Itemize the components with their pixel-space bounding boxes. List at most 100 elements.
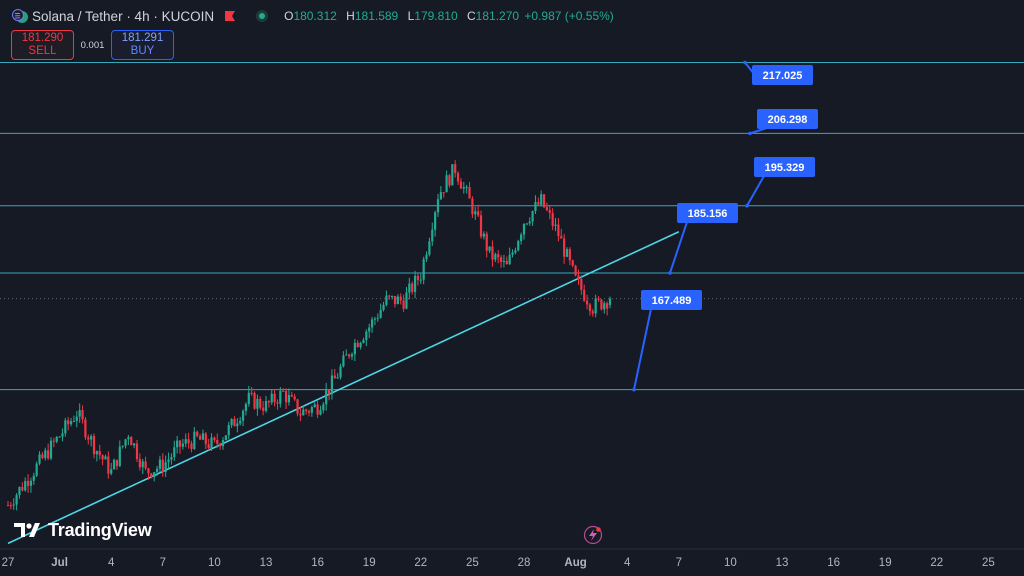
candle-body bbox=[193, 431, 196, 449]
candle-body bbox=[244, 403, 248, 411]
candle-body bbox=[187, 439, 190, 444]
candle-body bbox=[178, 440, 182, 447]
candle-body bbox=[540, 194, 543, 205]
candle-body bbox=[439, 192, 442, 200]
trade-panel: 181.290 SELL 0.001 181.291 BUY bbox=[11, 30, 174, 60]
candle-body bbox=[24, 480, 27, 491]
candle-body bbox=[124, 439, 127, 446]
candle-body bbox=[181, 443, 184, 447]
price-callout-label: 206.298 bbox=[768, 114, 808, 126]
candle-body bbox=[15, 495, 18, 505]
candle-body bbox=[201, 433, 205, 440]
candle-body bbox=[72, 421, 76, 423]
candle-body bbox=[81, 410, 84, 420]
candle-body bbox=[264, 401, 268, 411]
candle-body bbox=[585, 300, 589, 305]
price-callout[interactable]: 167.489 bbox=[632, 290, 702, 392]
x-tick-label: 4 bbox=[108, 557, 115, 569]
candle-body bbox=[525, 223, 528, 225]
x-tick-label: 28 bbox=[518, 557, 531, 569]
candle-body bbox=[198, 436, 202, 440]
candle-body bbox=[213, 437, 216, 440]
candle-body bbox=[319, 410, 322, 415]
price-callout-label: 217.025 bbox=[763, 70, 803, 82]
candle-body bbox=[121, 445, 124, 447]
candle-body bbox=[580, 279, 583, 290]
flag-icon[interactable] bbox=[224, 10, 236, 22]
candle-body bbox=[236, 423, 239, 427]
candle-body bbox=[138, 458, 141, 468]
candle-body bbox=[434, 212, 437, 230]
change-value: +0.987 (+0.55%) bbox=[524, 9, 614, 23]
candle-body bbox=[207, 444, 210, 449]
price-callout[interactable]: 185.156 bbox=[668, 203, 738, 275]
candle-body bbox=[161, 459, 164, 472]
candle-body bbox=[305, 409, 308, 412]
candle-body bbox=[262, 407, 265, 411]
candle-body bbox=[333, 375, 336, 379]
candle-body bbox=[368, 327, 371, 332]
price-callout[interactable]: 206.298 bbox=[748, 109, 818, 136]
buy-button[interactable]: 181.291 BUY bbox=[111, 30, 174, 60]
candle-body bbox=[282, 390, 285, 392]
candle-body bbox=[284, 390, 288, 403]
sell-button[interactable]: 181.290 SELL bbox=[11, 30, 74, 60]
candle-body bbox=[61, 433, 64, 437]
candle-body bbox=[327, 389, 331, 395]
candle-body bbox=[276, 402, 279, 404]
candle-body bbox=[44, 450, 47, 459]
candle-body bbox=[67, 420, 70, 425]
x-tick-label: 10 bbox=[724, 557, 737, 569]
candle-body bbox=[144, 461, 147, 469]
x-tick-label: 25 bbox=[466, 557, 479, 569]
candle-body bbox=[411, 283, 414, 292]
candle-body bbox=[101, 455, 104, 460]
lightning-icon[interactable] bbox=[583, 525, 603, 545]
candle-body bbox=[112, 459, 116, 470]
symbol-title[interactable]: Solana / Tether · 4h · KUCOIN bbox=[32, 8, 215, 24]
candle-body bbox=[537, 202, 540, 205]
candle-body bbox=[362, 340, 365, 343]
candle-body bbox=[379, 309, 382, 318]
candle-body bbox=[471, 198, 474, 215]
candle-body bbox=[451, 164, 454, 186]
candle-body bbox=[118, 446, 121, 467]
candle-body bbox=[373, 318, 377, 320]
candle-body bbox=[376, 317, 379, 319]
candle-body bbox=[591, 311, 594, 314]
trend-line[interactable] bbox=[7, 231, 680, 545]
candle-body bbox=[158, 459, 162, 469]
candle-body bbox=[330, 375, 334, 395]
candle-body bbox=[52, 440, 55, 442]
x-tick-label: 13 bbox=[776, 557, 789, 569]
candle-body bbox=[428, 241, 431, 255]
candle-body bbox=[474, 211, 477, 215]
candle-body bbox=[230, 418, 233, 426]
candle-body bbox=[382, 304, 385, 310]
candle-body bbox=[290, 395, 293, 397]
candle-body bbox=[488, 246, 491, 251]
candle-body bbox=[353, 342, 356, 355]
price-callout-label: 167.489 bbox=[652, 295, 692, 307]
buy-label: BUY bbox=[130, 45, 155, 57]
ohlc-values: O180.312 H181.589 L179.810 C181.270 +0.9… bbox=[284, 9, 614, 23]
candle-body bbox=[133, 443, 136, 446]
candle-body bbox=[385, 295, 388, 305]
candle-body bbox=[608, 298, 612, 305]
candle-body bbox=[402, 300, 405, 309]
candle-body bbox=[55, 436, 58, 442]
candle-body bbox=[594, 298, 597, 314]
candle-body bbox=[514, 250, 517, 253]
x-tick-label: 7 bbox=[160, 557, 166, 569]
candle-body bbox=[405, 292, 408, 309]
candle-body bbox=[413, 275, 417, 292]
price-callout[interactable]: 195.329 bbox=[745, 157, 815, 208]
candle-body bbox=[35, 463, 38, 476]
price-callout[interactable]: 217.025 bbox=[743, 60, 813, 85]
candle-body bbox=[41, 454, 44, 459]
candle-body bbox=[485, 233, 488, 251]
candle-body bbox=[603, 303, 606, 310]
candle-body bbox=[551, 212, 554, 226]
candle-body bbox=[345, 354, 348, 356]
